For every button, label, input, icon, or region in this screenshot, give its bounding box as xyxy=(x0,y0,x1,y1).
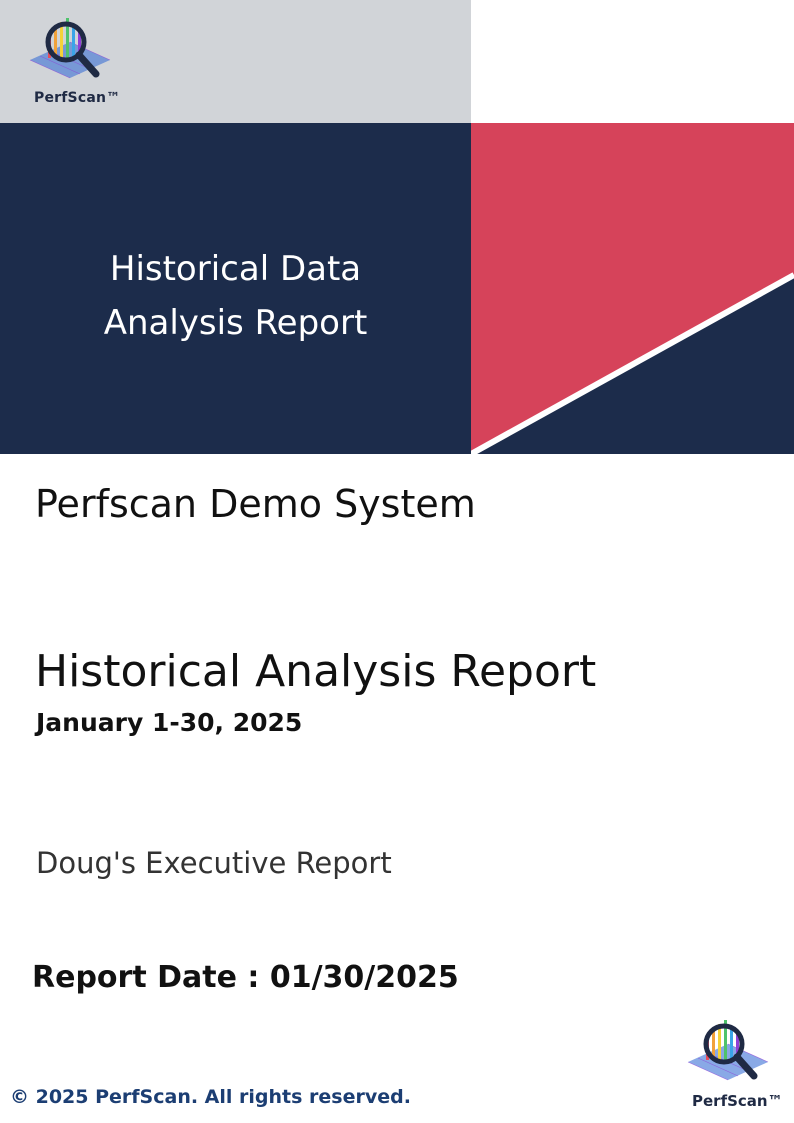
cover-title-line-1: Historical Data xyxy=(109,249,362,289)
report-title: Historical Analysis Report xyxy=(35,646,597,697)
cover-band xyxy=(0,123,471,454)
logo-text: PerfScan™ xyxy=(34,90,121,106)
cover-title-line-2: Analysis Report xyxy=(103,303,368,343)
footer-logo-text: PerfScan™ xyxy=(692,1092,783,1110)
report-date: Report Date : 01/30/2025 xyxy=(32,960,459,995)
report-date-range: January 1-30, 2025 xyxy=(36,708,303,737)
copyright-notice: © 2025 PerfScan. All rights reserved. xyxy=(10,1086,411,1108)
perfscan-footer-logo-icon xyxy=(687,1020,769,1081)
perfscan-logo-icon xyxy=(29,18,111,79)
logo-panel: PerfScan™ xyxy=(0,0,471,123)
cover-title: Historical Data Analysis Report xyxy=(0,242,471,350)
system-name: Perfscan Demo System xyxy=(35,482,476,526)
report-audience: Doug's Executive Report xyxy=(36,846,392,880)
cover-accent-shape xyxy=(471,123,794,454)
